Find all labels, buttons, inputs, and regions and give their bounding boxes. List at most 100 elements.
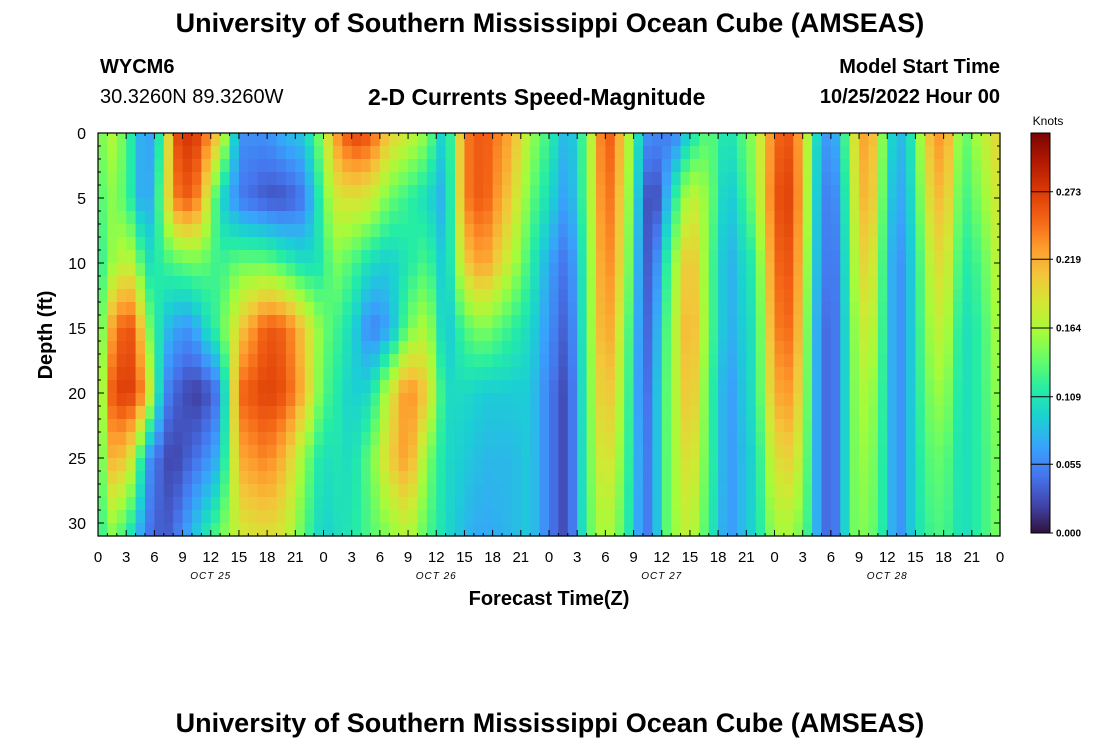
heatmap-cell	[821, 367, 832, 381]
heatmap-cell	[220, 250, 231, 264]
heatmap-cell	[210, 341, 221, 355]
heatmap-cell	[802, 237, 813, 251]
heatmap-cell	[830, 523, 841, 537]
heatmap-cell	[314, 471, 325, 485]
heatmap-cell	[98, 237, 108, 251]
heatmap-cell	[238, 406, 249, 420]
heatmap-cell	[445, 328, 456, 342]
heatmap-cell	[267, 250, 278, 264]
heatmap-cell	[877, 458, 888, 472]
heatmap-cell	[962, 133, 973, 147]
heatmap-cell	[802, 380, 813, 394]
page-title-top: University of Southern Mississippi Ocean…	[175, 8, 925, 38]
heatmap-cell	[323, 289, 334, 303]
heatmap-cell	[285, 510, 296, 524]
heatmap-cell	[661, 185, 672, 199]
heatmap-cell	[736, 484, 747, 498]
heatmap-cell	[661, 302, 672, 316]
heatmap-cell	[323, 497, 334, 511]
heatmap-cell	[257, 133, 268, 147]
heatmap-cell	[624, 302, 635, 316]
heatmap-cell	[201, 224, 212, 238]
heatmap-cell	[746, 146, 757, 160]
heatmap-cell	[342, 484, 353, 498]
heatmap-cell	[389, 263, 400, 277]
heatmap-cell	[605, 341, 616, 355]
heatmap-cell	[389, 224, 400, 238]
heatmap-cell	[699, 432, 710, 446]
heatmap-cell	[840, 172, 851, 186]
heatmap-cell	[624, 289, 635, 303]
heatmap-cell	[896, 380, 907, 394]
heatmap-cell	[671, 445, 682, 459]
heatmap-cell	[116, 484, 127, 498]
heatmap-cell	[436, 276, 447, 290]
heatmap-cell	[229, 484, 240, 498]
heatmap-cell	[802, 393, 813, 407]
heatmap-cell	[718, 471, 729, 485]
heatmap-cell	[765, 133, 776, 147]
heatmap-cell	[868, 250, 879, 264]
heatmap-cell	[408, 393, 419, 407]
heatmap-cell	[539, 211, 550, 225]
heatmap-cell	[267, 458, 278, 472]
heatmap-cell	[154, 445, 165, 459]
heatmap-cell	[464, 211, 475, 225]
heatmap-cell	[821, 484, 832, 498]
heatmap-cell	[379, 276, 390, 290]
heatmap-cell	[473, 185, 484, 199]
heatmap-cell	[915, 276, 926, 290]
heatmap-cell	[727, 172, 738, 186]
heatmap-cell	[351, 341, 362, 355]
heatmap-cell	[426, 289, 437, 303]
heatmap-cell	[614, 484, 625, 498]
heatmap-cell	[238, 146, 249, 160]
heatmap-cell	[276, 432, 287, 446]
heatmap-cell	[276, 302, 287, 316]
heatmap-cell	[812, 419, 823, 433]
heatmap-cell	[417, 289, 428, 303]
heatmap-cell	[953, 211, 964, 225]
heatmap-cell	[642, 133, 653, 147]
heatmap-cell	[257, 497, 268, 511]
heatmap-cell	[229, 367, 240, 381]
heatmap-cell	[802, 250, 813, 264]
heatmap-cell	[361, 523, 372, 537]
heatmap-cell	[906, 406, 917, 420]
heatmap-cell	[642, 484, 653, 498]
heatmap-cell	[332, 341, 343, 355]
heatmap-cell	[755, 198, 766, 212]
heatmap-cell	[877, 510, 888, 524]
heatmap-cell	[624, 484, 635, 498]
heatmap-cell	[135, 172, 146, 186]
heatmap-cell	[746, 328, 757, 342]
heatmap-cell	[840, 510, 851, 524]
heatmap-cell	[859, 328, 870, 342]
heatmap-cell	[267, 510, 278, 524]
heatmap-cell	[135, 224, 146, 238]
heatmap-cell	[652, 250, 663, 264]
heatmap-cell	[624, 263, 635, 277]
heatmap-cell	[812, 432, 823, 446]
heatmap-cell	[736, 250, 747, 264]
heatmap-cell	[238, 159, 249, 173]
heatmap-cell	[154, 198, 165, 212]
heatmap-cell	[530, 263, 541, 277]
heatmap-cell	[821, 432, 832, 446]
heatmap-cell	[708, 289, 719, 303]
heatmap-cell	[398, 471, 409, 485]
heatmap-cell	[492, 289, 503, 303]
heatmap-cell	[408, 432, 419, 446]
heatmap-cell	[859, 367, 870, 381]
heatmap-cell	[943, 263, 954, 277]
heatmap-cell	[859, 497, 870, 511]
heatmap-cell	[549, 146, 559, 160]
heatmap-cell	[699, 263, 710, 277]
heatmap-cell	[990, 484, 1001, 498]
heatmap-cell	[511, 419, 522, 433]
heatmap-cell	[332, 172, 343, 186]
heatmap-cell	[539, 328, 550, 342]
heatmap-cell	[135, 146, 146, 160]
heatmap-cell	[577, 445, 588, 459]
heatmap-cell	[116, 185, 127, 199]
